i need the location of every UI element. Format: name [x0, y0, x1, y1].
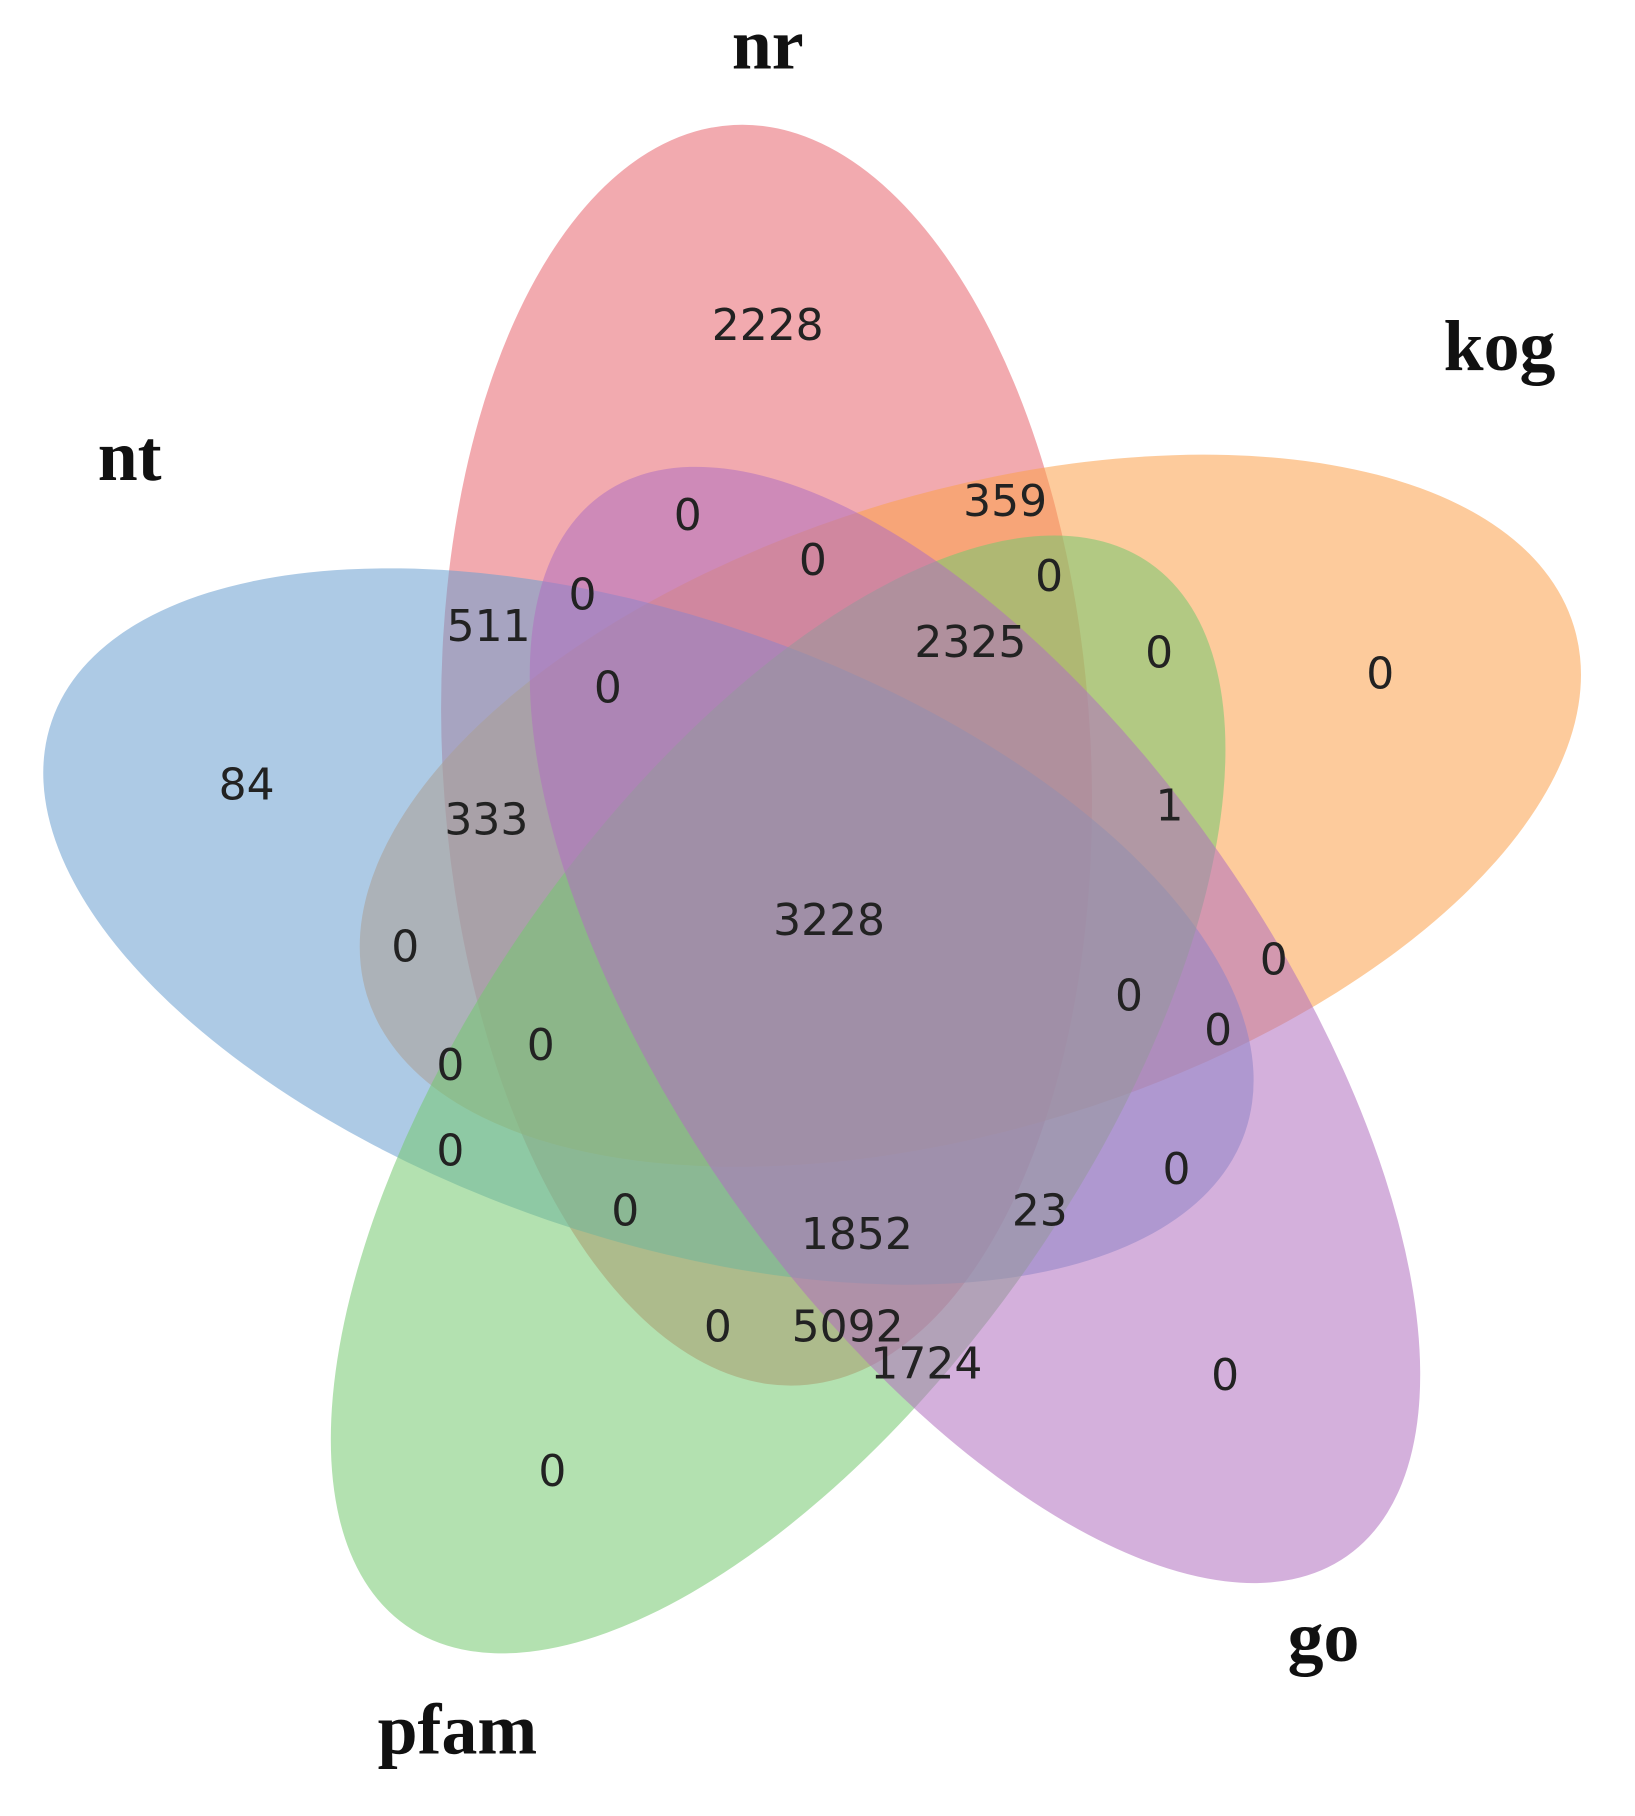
region-count: 0: [1204, 1005, 1232, 1056]
set-label: nt: [98, 416, 162, 496]
region-count: 0: [594, 662, 622, 713]
region-count: 1724: [870, 1339, 982, 1390]
set-label: go: [1288, 1597, 1360, 1677]
set-label: pfam: [378, 1690, 538, 1770]
region-count: 0: [1211, 1350, 1239, 1401]
region-count: 84: [219, 760, 275, 811]
region-count: 0: [799, 535, 827, 586]
region-count: 1852: [801, 1209, 913, 1260]
region-count: 0: [527, 1020, 555, 1071]
region-count: 511: [447, 601, 531, 652]
region-count: 359: [963, 476, 1047, 527]
region-count: 0: [436, 1125, 464, 1176]
region-count: 0: [1115, 970, 1143, 1021]
set-ellipse: [529, 466, 1421, 1584]
region-count: 0: [391, 922, 419, 973]
region-count: 1: [1156, 780, 1184, 831]
region-count: 0: [1260, 934, 1288, 985]
set-label: nr: [732, 5, 804, 85]
region-count: 2228: [712, 300, 824, 351]
set-label: kog: [1444, 306, 1556, 386]
region-count: 0: [704, 1301, 732, 1352]
region-count: 0: [1366, 648, 1394, 699]
region-count: 0: [1035, 551, 1063, 602]
region-count: 0: [611, 1186, 639, 1237]
region-count: 5092: [792, 1301, 904, 1352]
region-count: 2325: [914, 617, 1026, 668]
region-count: 0: [674, 490, 702, 541]
region-count: 0: [1145, 628, 1173, 679]
region-count: 0: [538, 1446, 566, 1497]
region-count: 333: [444, 794, 528, 845]
region-count: 0: [436, 1040, 464, 1091]
region-count: 23: [1012, 1186, 1068, 1237]
region-count: 3228: [773, 895, 885, 946]
region-count: 0: [1162, 1144, 1190, 1195]
region-count: 0: [568, 570, 596, 621]
